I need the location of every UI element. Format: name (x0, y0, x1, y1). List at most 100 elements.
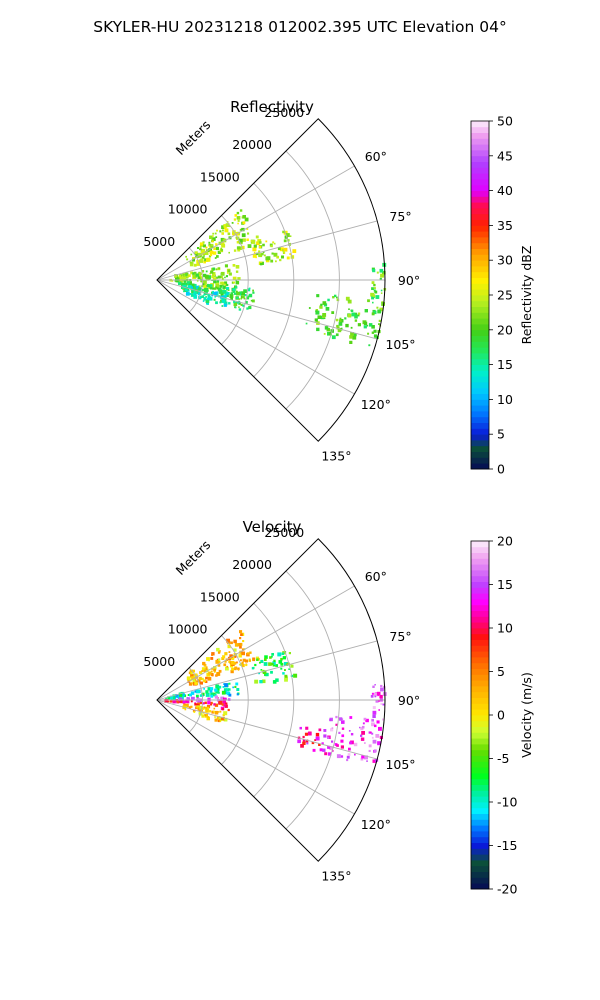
velocity-echo-gate (265, 672, 269, 677)
velocity-colorbar-tick-label: 15 (497, 577, 513, 592)
velocity-echo-gate (372, 706, 376, 710)
reflectivity-colorbar-segment (471, 266, 489, 273)
velocity-colorbar-segment (471, 558, 489, 565)
velocity-azimuth-tick-label: 60° (365, 569, 387, 584)
reflectivity-echo-gate (235, 236, 238, 239)
reflectivity-echo-gate (250, 299, 253, 302)
reflectivity-echo-gate (255, 256, 257, 259)
velocity-echo-gate (360, 757, 364, 761)
velocity-echo-gate (194, 703, 197, 706)
reflectivity-colorbar-segment (471, 179, 489, 186)
reflectivity-echo-gate (187, 285, 192, 289)
reflectivity-echo-gate (233, 292, 237, 295)
reflectivity-echo-gate (187, 289, 190, 292)
reflectivity-echo-gate (212, 290, 215, 293)
reflectivity-echo-gate (247, 244, 252, 248)
velocity-echo-gate (215, 659, 220, 664)
velocity-echo-gate (331, 727, 334, 729)
reflectivity-echo-gate (292, 249, 297, 253)
reflectivity-echo-gate (289, 235, 292, 237)
velocity-echo-gate (211, 654, 213, 656)
reflectivity-echo-gate (251, 299, 255, 303)
velocity-echo-gate (200, 672, 203, 675)
reflectivity-echo-gate (236, 291, 240, 296)
reflectivity-echo-gate (206, 302, 209, 305)
reflectivity-echo-gate (199, 247, 202, 250)
reflectivity-echo-gate (207, 297, 210, 301)
reflectivity-echo-gate (223, 290, 227, 294)
velocity-colorbar-segment (471, 877, 489, 884)
reflectivity-echo-gate (244, 294, 247, 297)
reflectivity-echo-gate (235, 270, 239, 273)
velocity-panel: Velocity 5000 10000 15000 20000 25000 Meters… (143, 518, 534, 897)
velocity-echo-gate (205, 666, 208, 669)
velocity-echo-gate (238, 643, 242, 647)
velocity-echo-gate (187, 694, 190, 696)
velocity-echo-gate (327, 745, 331, 749)
velocity-echo-gate (217, 651, 221, 654)
velocity-echo-gate (210, 692, 214, 697)
velocity-colorbar: -20 -15 -10 -5 0 5 10 15 20 (470, 534, 517, 897)
velocity-echo-gate (380, 687, 384, 692)
reflectivity-range-tick-label: 20000 (232, 137, 272, 152)
velocity-echo-gate (236, 688, 240, 691)
reflectivity-echo-gate (218, 290, 223, 294)
velocity-echo-gate (227, 644, 231, 649)
reflectivity-echo-gate (336, 326, 340, 330)
reflectivity-colorbar-segment (471, 225, 489, 232)
reflectivity-echo-gate (373, 329, 377, 333)
reflectivity-colorbar-tick-label: 40 (497, 183, 513, 198)
velocity-echo-gate (209, 689, 213, 693)
reflectivity-echo-gate (209, 297, 213, 301)
velocity-echo-gate (370, 695, 374, 698)
velocity-echo-gate (215, 690, 219, 694)
velocity-echo-gate (188, 706, 191, 709)
velocity-echo-gate (196, 703, 199, 707)
velocity-echo-gate (214, 695, 218, 699)
reflectivity-echo-gate (200, 279, 204, 283)
velocity-echo-gate (216, 647, 220, 652)
velocity-azimuth-gridline (156, 585, 355, 701)
reflectivity-echo-gate (242, 238, 246, 242)
figure-title: SKYLER-HU 20231218 012002.395 UTC Elevat… (93, 18, 507, 36)
velocity-azimuth-tick-label: 105° (385, 757, 415, 772)
reflectivity-echo-gate (377, 309, 382, 314)
reflectivity-echo-gate (236, 216, 241, 220)
reflectivity-colorbar-segment (471, 208, 489, 215)
reflectivity-colorbar-segment (471, 318, 489, 325)
velocity-echo-region (165, 682, 240, 701)
reflectivity-echo-gate (264, 254, 266, 257)
reflectivity-echo-gate (262, 243, 265, 247)
reflectivity-echo-gate (202, 283, 205, 286)
velocity-echo-gate (181, 693, 185, 697)
reflectivity-echo-gate (213, 298, 216, 301)
reflectivity-echo-gate (230, 292, 233, 295)
reflectivity-echo-gate (195, 288, 199, 292)
reflectivity-echo-gate (240, 297, 242, 300)
velocity-echo-gate (282, 672, 285, 675)
reflectivity-echo-gate (211, 251, 214, 254)
reflectivity-echo-gate (378, 319, 381, 322)
reflectivity-echo-gate (204, 274, 209, 279)
reflectivity-echo-gate (175, 278, 179, 283)
reflectivity-echo-gate (208, 248, 212, 252)
velocity-echo-gate (176, 700, 179, 703)
velocity-echo-gate (235, 661, 238, 664)
reflectivity-echo-gate (252, 247, 257, 252)
reflectivity-echo-gate (185, 255, 187, 258)
reflectivity-echo-gate (349, 335, 353, 339)
velocity-colorbar-segment (471, 871, 489, 878)
velocity-echo-gate (374, 684, 376, 686)
reflectivity-echo-gate (221, 232, 224, 235)
reflectivity-echo-gate (181, 277, 185, 281)
reflectivity-colorbar-segment (471, 213, 489, 220)
reflectivity-echo-gate (238, 306, 240, 308)
velocity-echo-gate (348, 747, 351, 751)
reflectivity-azimuth-gridline (156, 279, 355, 395)
velocity-echo-gate (214, 703, 219, 707)
reflectivity-echo-gate (371, 312, 375, 316)
velocity-echo-gate (340, 755, 344, 758)
velocity-echo-gate (297, 739, 301, 744)
reflectivity-echo-gate (220, 271, 225, 276)
velocity-echo-gate (319, 748, 323, 752)
